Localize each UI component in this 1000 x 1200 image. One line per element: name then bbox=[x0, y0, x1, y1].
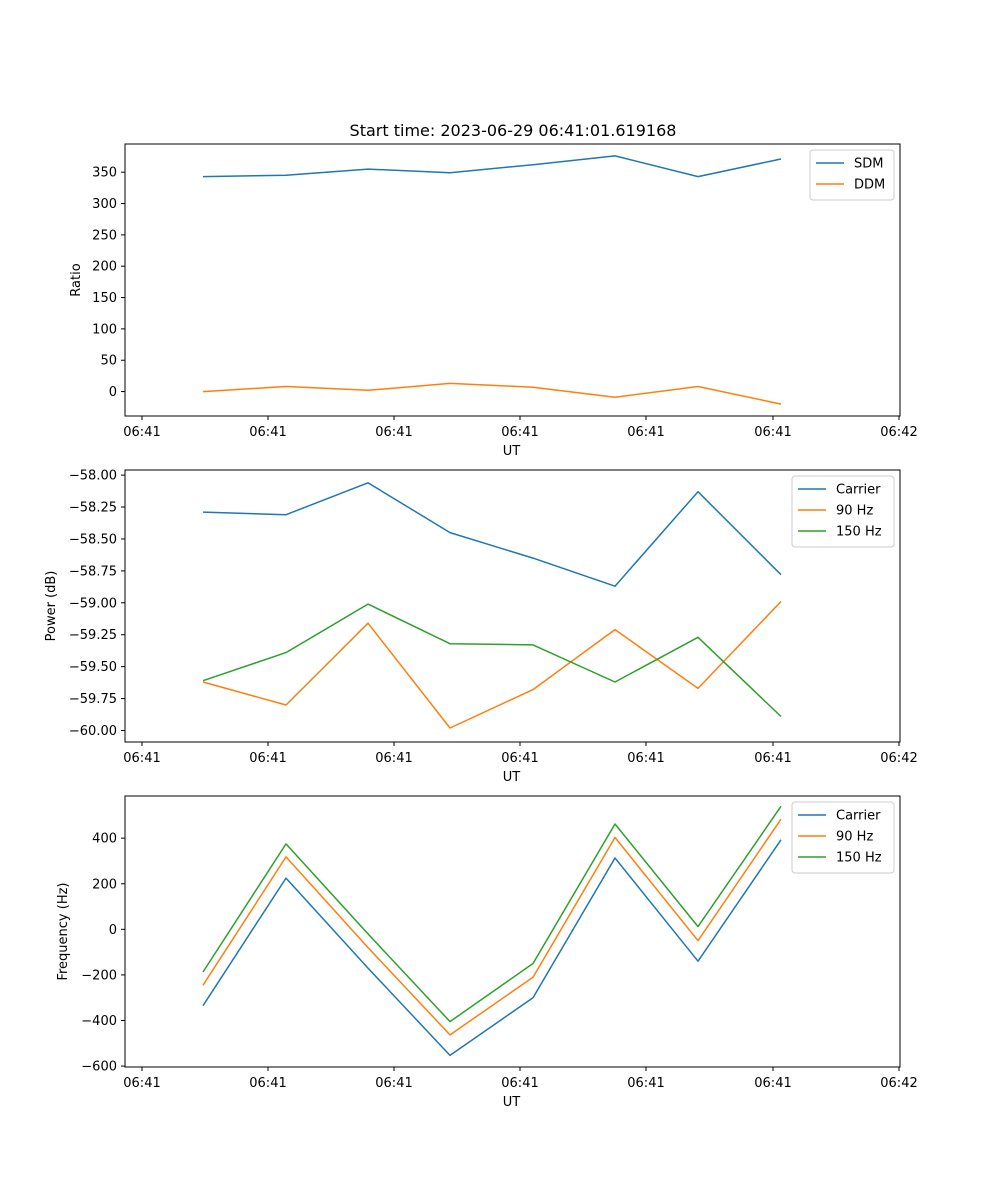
y-tick-label: −58.00 bbox=[69, 469, 117, 484]
y-tick-label: −400 bbox=[81, 1014, 117, 1029]
x-tick-label: 06:42 bbox=[880, 1076, 917, 1091]
series-line-150-hz bbox=[202, 603, 782, 718]
x-tick-label: 06:41 bbox=[123, 751, 160, 766]
series-line-90-hz bbox=[202, 818, 782, 1036]
x-tick-label: 06:41 bbox=[249, 1076, 286, 1091]
x-tick-label: 06:41 bbox=[627, 1076, 664, 1091]
legend-label: DDM bbox=[854, 178, 885, 193]
y-tick-label: −59.50 bbox=[69, 660, 117, 675]
x-tick-label: 06:41 bbox=[754, 425, 791, 440]
y-tick-label: 300 bbox=[92, 197, 117, 212]
series-line-carrier bbox=[202, 839, 782, 1057]
legend-label: SDM bbox=[854, 157, 883, 172]
y-axis-label: Frequency (Hz) bbox=[56, 882, 71, 980]
x-tick-label: 06:41 bbox=[249, 425, 286, 440]
x-axis-label: UT bbox=[503, 770, 521, 785]
x-tick-label: 06:41 bbox=[627, 751, 664, 766]
axes-frame bbox=[124, 469, 901, 743]
y-tick-label: 150 bbox=[92, 291, 117, 306]
axes-frame bbox=[124, 143, 901, 417]
y-tick-label: −58.25 bbox=[69, 501, 117, 516]
y-tick-label: −600 bbox=[81, 1060, 117, 1075]
x-tick-label: 06:41 bbox=[627, 425, 664, 440]
x-tick-label: 06:41 bbox=[754, 751, 791, 766]
y-tick-label: 400 bbox=[92, 832, 117, 847]
y-tick-label: 0 bbox=[109, 385, 117, 400]
y-tick-label: 200 bbox=[92, 260, 117, 275]
x-tick-label: 06:41 bbox=[123, 425, 160, 440]
y-tick-label: 100 bbox=[92, 322, 117, 337]
y-tick-label: −59.25 bbox=[69, 628, 117, 643]
legend-box bbox=[791, 475, 895, 548]
x-tick-label: 06:41 bbox=[501, 751, 538, 766]
legend-label: 150 Hz bbox=[836, 851, 882, 866]
series-line-sdm bbox=[202, 155, 782, 178]
y-tick-label: 250 bbox=[92, 228, 117, 243]
chart-panel-3: 06:41 06:41 06:41 06:41 06:41 06:41 06:42 UT −60… bbox=[56, 795, 918, 1110]
chart-title: Start time: 2023-06-29 06:41:01.619168 bbox=[350, 121, 677, 140]
x-tick-label: 06:41 bbox=[375, 751, 412, 766]
x-tick-label: 06:41 bbox=[375, 425, 412, 440]
x-axis-label: UT bbox=[503, 444, 521, 459]
x-axis-label: UT bbox=[503, 1095, 521, 1110]
y-tick-label: 200 bbox=[92, 877, 117, 892]
axes-frame bbox=[124, 795, 901, 1068]
y-tick-label: −200 bbox=[81, 968, 117, 983]
y-tick-label: −59.00 bbox=[69, 596, 117, 611]
legend-label: 150 Hz bbox=[836, 525, 882, 540]
series-line-ddm bbox=[202, 382, 782, 405]
x-tick-label: 06:42 bbox=[880, 751, 917, 766]
series-line-90-hz bbox=[202, 600, 782, 729]
y-axis-label: Ratio bbox=[69, 263, 84, 296]
x-tick-label: 06:41 bbox=[754, 1076, 791, 1091]
panels: 06:41 06:41 06:41 06:41 06:41 06:41 06:42 UT 0 50… bbox=[44, 143, 918, 1110]
series-line-carrier bbox=[202, 482, 782, 587]
x-tick-label: 06:41 bbox=[501, 425, 538, 440]
x-tick-label: 06:41 bbox=[249, 751, 286, 766]
legend-label: Carrier bbox=[836, 483, 881, 498]
y-tick-label: −58.50 bbox=[69, 532, 117, 547]
y-tick-label: −59.75 bbox=[69, 692, 117, 707]
x-tick-label: 06:42 bbox=[880, 425, 917, 440]
y-tick-label: 0 bbox=[109, 923, 117, 938]
x-tick-label: 06:41 bbox=[501, 1076, 538, 1091]
legend-label: Carrier bbox=[836, 809, 881, 824]
x-tick-label: 06:41 bbox=[375, 1076, 412, 1091]
series-line-150-hz bbox=[202, 805, 782, 1023]
legend-label: 90 Hz bbox=[836, 830, 873, 845]
y-tick-label: −58.75 bbox=[69, 564, 117, 579]
y-tick-label: 350 bbox=[92, 166, 117, 181]
y-axis-label: Power (dB) bbox=[44, 571, 59, 642]
y-tick-label: −60.00 bbox=[69, 724, 117, 739]
chart-panel-2: 06:41 06:41 06:41 06:41 06:41 06:41 06:42 UT −60… bbox=[44, 469, 918, 785]
chart-panel-1: 06:41 06:41 06:41 06:41 06:41 06:41 06:42 UT 0 50… bbox=[69, 143, 918, 459]
legend-label: 90 Hz bbox=[836, 504, 873, 519]
y-tick-label: 50 bbox=[100, 354, 117, 369]
x-tick-label: 06:41 bbox=[123, 1076, 160, 1091]
legend-box bbox=[791, 801, 895, 874]
